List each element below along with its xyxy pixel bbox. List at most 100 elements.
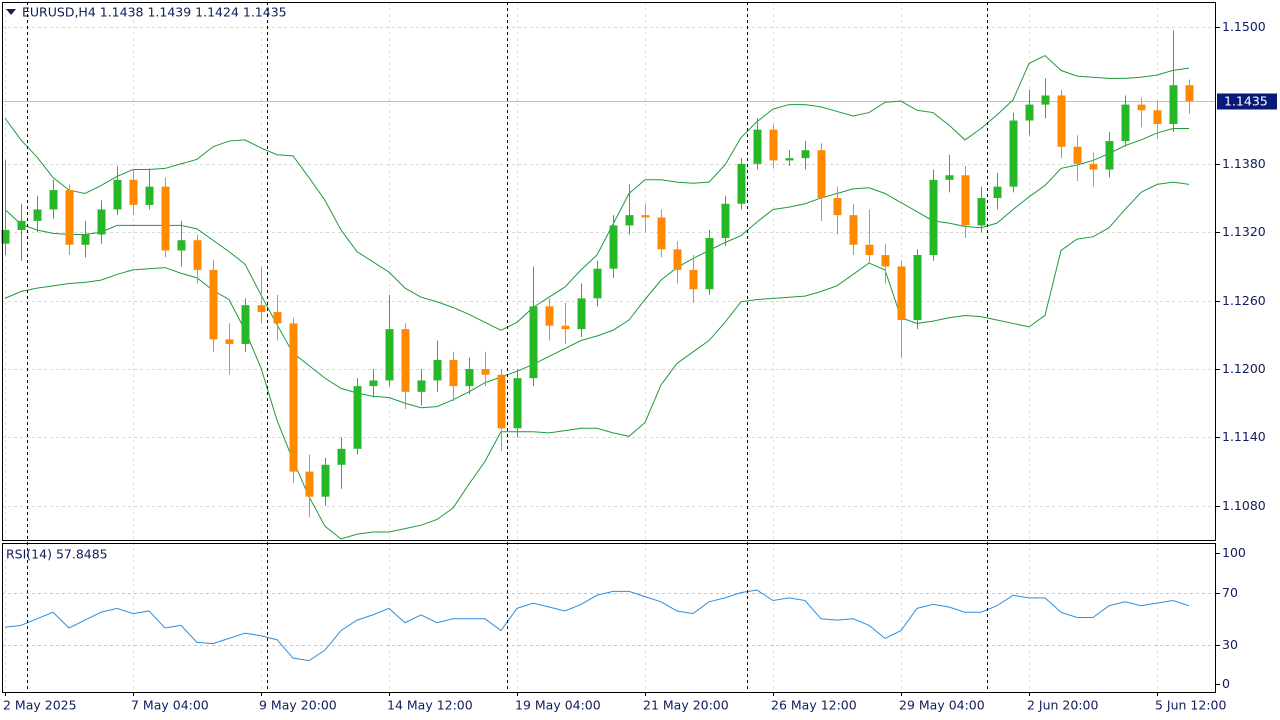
y-tick-label: 1.1320 <box>1222 224 1266 239</box>
candle-body <box>513 378 522 429</box>
x-tick-label: 14 May 12:00 <box>387 698 473 713</box>
candle-body <box>1041 95 1050 105</box>
candle-body <box>369 380 378 387</box>
current-price-tag <box>1217 93 1277 110</box>
candle-body <box>929 179 938 256</box>
candle-body <box>113 179 122 210</box>
candle-body <box>1 229 10 244</box>
lower-band <box>4 181 1190 540</box>
candle-body <box>561 325 570 330</box>
candle-body <box>673 249 682 270</box>
candle-body <box>337 448 346 465</box>
candle-body <box>977 198 986 226</box>
x-tick-label: 5 Jun 12:00 <box>1155 698 1227 713</box>
candle-body <box>849 215 858 245</box>
candle-body <box>193 240 202 270</box>
upper-band <box>4 54 1190 331</box>
candle-body <box>817 150 826 199</box>
candle-body <box>753 129 762 164</box>
candle-body <box>545 306 554 326</box>
candle-body <box>225 339 234 344</box>
candle-body <box>785 158 794 161</box>
candle-body <box>465 369 474 387</box>
candle-body <box>129 179 138 205</box>
candle-body <box>529 306 538 379</box>
axes-layer: 1.1500 1.1380 1.1320 1.1260 1.1200 1.1140 1.10… <box>3 19 1277 713</box>
x-tick-label: 7 May 04:00 <box>131 698 209 713</box>
candle-body <box>609 225 618 269</box>
middle-band <box>4 128 1189 409</box>
candle-body <box>769 129 778 161</box>
candle-body <box>273 312 282 324</box>
candle-body <box>401 329 410 392</box>
current-price-label: 1.1435 <box>1224 94 1268 109</box>
candle-body <box>961 175 970 226</box>
y-tick-label: 1.1140 <box>1222 429 1266 444</box>
candle-body <box>433 359 442 381</box>
rsi-line <box>4 589 1190 662</box>
candle-body <box>625 215 634 226</box>
candle-body <box>833 198 842 216</box>
candle-body <box>1169 85 1178 124</box>
candle-body <box>33 209 42 221</box>
candle-body <box>417 380 426 392</box>
candle-body <box>385 329 394 381</box>
candle-body <box>177 240 186 251</box>
candle-body <box>17 220 26 230</box>
candle-body <box>1009 120 1018 187</box>
candle-body <box>1057 95 1066 147</box>
candle-body <box>881 255 890 267</box>
candle-body <box>353 386 362 449</box>
x-tick-label: 29 May 04:00 <box>899 698 985 713</box>
candle-body <box>81 234 90 245</box>
candle-body <box>1121 104 1130 142</box>
rsi-frame <box>2 543 1216 693</box>
candle-body <box>481 369 490 375</box>
candle-body <box>721 203 730 238</box>
x-tick-label: 26 May 12:00 <box>771 698 857 713</box>
candle-body <box>305 471 314 497</box>
rsi-title: RSI(14) 57.8485 <box>6 547 108 562</box>
main-frame <box>2 2 1216 541</box>
chart-title: EURUSD,H4 1.1438 1.1439 1.1424 1.1435 <box>22 5 287 20</box>
y-tick-label: 1.1380 <box>1222 156 1266 171</box>
x-tick-label: 21 May 20:00 <box>643 698 729 713</box>
candle-body <box>577 298 586 330</box>
candle-body <box>1153 110 1162 124</box>
candle-body <box>801 150 810 159</box>
candle-body <box>241 305 250 344</box>
candle-body <box>1025 104 1034 121</box>
candle-body <box>497 374 506 429</box>
candle-body <box>897 266 906 321</box>
candle-body <box>49 190 58 210</box>
candle-body <box>945 175 954 180</box>
candle-body <box>321 464 330 497</box>
y-tick-label: 1.1200 <box>1222 361 1266 376</box>
candle-body <box>145 186 154 205</box>
candle-body <box>913 255 922 321</box>
candle-body <box>1073 146 1082 164</box>
candle-body <box>657 217 666 250</box>
rsi-tick-label: 30 <box>1222 637 1238 652</box>
candle-body <box>593 268 602 299</box>
candle-body <box>161 186 170 251</box>
candle-body <box>97 209 106 235</box>
menu-triangle[interactable] <box>6 9 16 15</box>
candle-body <box>705 237 714 290</box>
candle-body <box>689 269 698 290</box>
period-separators <box>27 2 988 692</box>
candle-body <box>65 190 74 245</box>
candle-body <box>209 269 218 340</box>
rsi-tick-label: 0 <box>1222 676 1230 691</box>
candle-body <box>449 359 458 387</box>
y-tick-label: 1.1500 <box>1222 19 1266 34</box>
candle-body <box>1185 85 1194 102</box>
candle-body <box>1089 163 1098 170</box>
candle-body <box>993 186 1002 199</box>
rsi-tick-label: 70 <box>1222 585 1238 600</box>
candle-body <box>1105 141 1114 170</box>
rsi-tick-label: 100 <box>1222 545 1246 560</box>
